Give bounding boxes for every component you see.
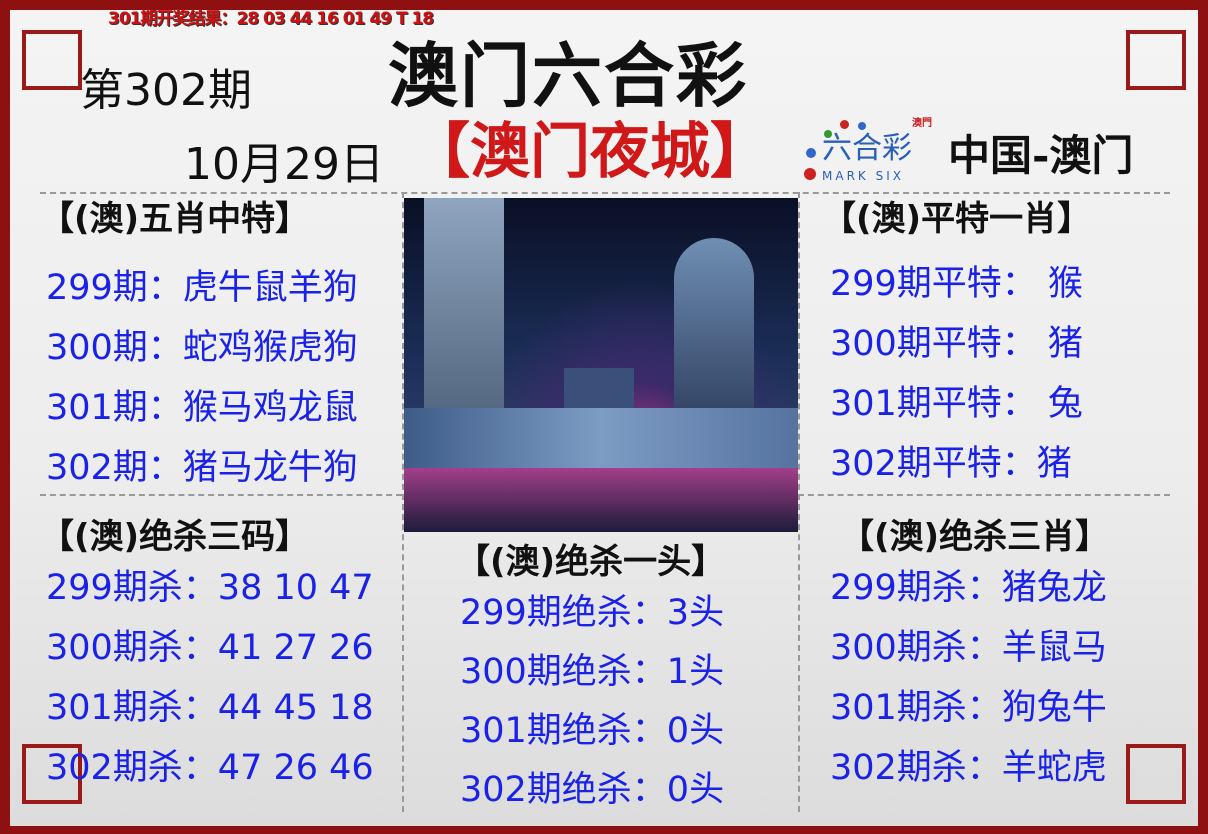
- list-item: 299期绝杀：3头: [460, 593, 725, 633]
- divider: [40, 494, 402, 496]
- list-item: 301期绝杀：0头: [460, 711, 725, 751]
- list-item: 299期杀：38 10 47: [46, 568, 374, 608]
- list-item: 302期杀：羊蛇虎: [830, 748, 1107, 788]
- list-item: 300期杀：41 27 26: [46, 628, 374, 668]
- list-item: 299期平特： 猴: [830, 264, 1083, 304]
- corner-ornament: [22, 744, 82, 804]
- kill-three-numbers-header: 【(澳)绝杀三码】: [40, 517, 310, 557]
- mark-six-logo: 澳門 六合彩 MARK SIX: [800, 118, 940, 188]
- flat-zodiac-header: 【(澳)平特一肖】: [822, 199, 1092, 239]
- date: 10月29日: [184, 139, 384, 190]
- page-title: 澳门六合彩: [388, 34, 748, 117]
- page-subtitle: 【澳门夜城】: [410, 117, 770, 187]
- list-item: 300期平特： 猪: [830, 324, 1083, 364]
- corner-ornament: [1126, 744, 1186, 804]
- list-item: 301期平特： 兔: [830, 384, 1083, 424]
- five-zodiac-header: 【(澳)五肖中特】: [40, 199, 310, 239]
- corner-ornament: [22, 30, 82, 90]
- issue-number: 第302期: [80, 65, 252, 116]
- list-item: 300期绝杀：1头: [460, 652, 725, 692]
- kill-three-zodiac-header: 【(澳)绝杀三肖】: [840, 517, 1110, 557]
- divider: [40, 192, 1170, 194]
- list-item: 302期：猪马龙牛狗: [46, 448, 358, 488]
- list-item: 302期绝杀：0头: [460, 770, 725, 810]
- region-label: 中国-澳门: [948, 131, 1134, 180]
- divider: [798, 494, 1170, 496]
- list-item: 302期杀：47 26 46: [46, 748, 374, 788]
- divider: [798, 192, 800, 812]
- list-item: 299期：虎牛鼠羊狗: [46, 268, 358, 308]
- list-item: 301期：猴马鸡龙鼠: [46, 388, 358, 428]
- list-item: 301期杀：44 45 18: [46, 688, 374, 728]
- previous-result: 301期开奖结果：28 03 44 16 01 49 T 18: [108, 9, 434, 29]
- list-item: 300期：蛇鸡猴虎狗: [46, 328, 358, 368]
- divider: [402, 192, 404, 812]
- list-item: 299期杀：猪兔龙: [830, 568, 1107, 608]
- list-item: 302期平特：猪: [830, 444, 1072, 484]
- kill-head-header: 【(澳)绝杀一头】: [456, 542, 726, 582]
- list-item: 301期杀：狗兔牛: [830, 688, 1107, 728]
- list-item: 300期杀：羊鼠马: [830, 628, 1107, 668]
- corner-ornament: [1126, 30, 1186, 90]
- macau-night-photo: [404, 198, 798, 532]
